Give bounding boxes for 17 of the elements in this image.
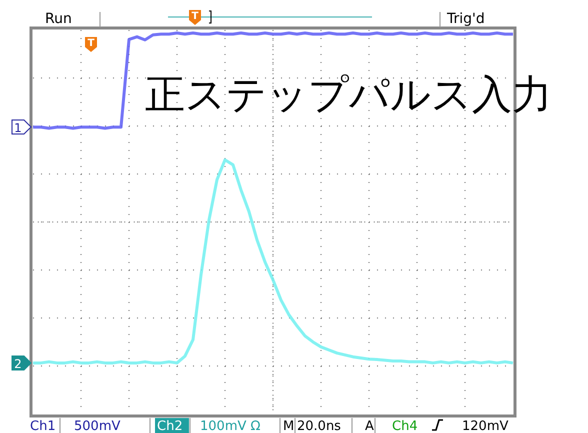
text: Ch1 — [30, 419, 56, 433]
text: 20.0ns — [297, 419, 342, 433]
text: 100mV Ω — [200, 419, 260, 433]
text: 500mV — [74, 419, 120, 433]
trigger-marker-icon: T — [189, 10, 201, 25]
text: Ch2 — [157, 419, 183, 433]
text: 120mV — [462, 419, 508, 433]
trigger-marker-icon: T — [85, 37, 97, 52]
channel-marker-icon: 1 — [12, 120, 32, 135]
text: Trig'd — [446, 11, 485, 27]
annotation: 正ステップパルス入力 — [145, 72, 552, 118]
text: Ch4 — [392, 419, 418, 433]
text: A — [365, 419, 374, 433]
text: Run — [45, 11, 72, 27]
annotation: T — [88, 38, 95, 49]
text: M — [283, 419, 294, 433]
channel-marker-icon: 2 — [12, 356, 32, 371]
